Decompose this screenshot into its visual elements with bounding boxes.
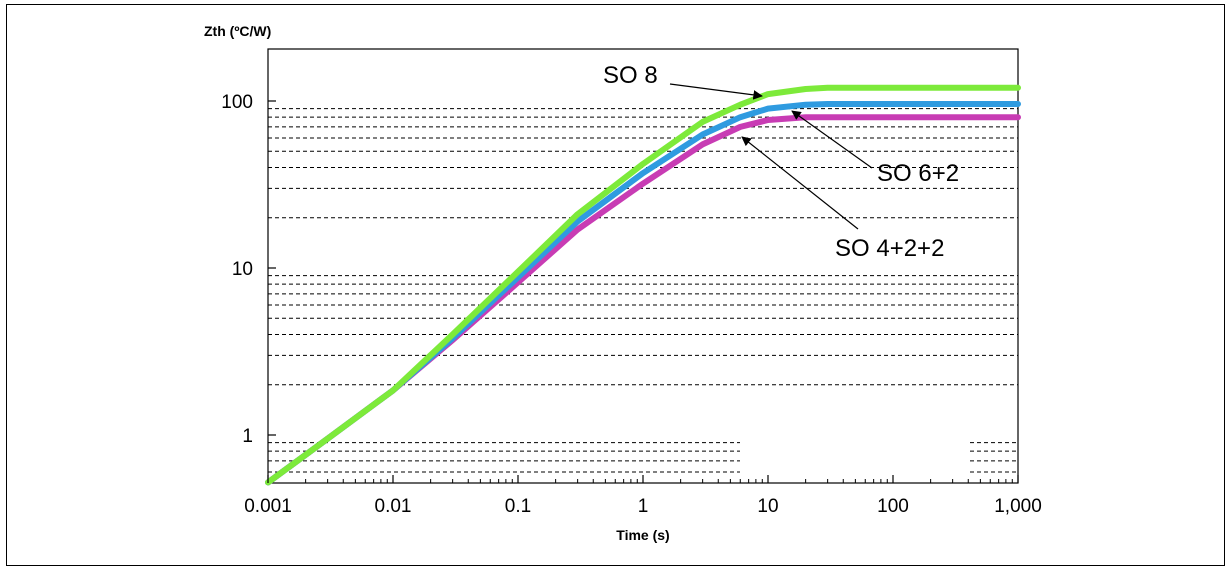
x-tick-label: 10 — [757, 496, 778, 517]
annotation-label: SO 4+2+2 — [835, 235, 944, 262]
y-tick-label: 10 — [232, 259, 253, 280]
axis-ticks: 0.001 0.01 0.1 1 10 100 1,000 1 10 100 — [221, 92, 1041, 517]
x-tick-label: 0.001 — [244, 496, 292, 517]
annotation-label: SO 8 — [603, 62, 658, 89]
chart-frame — [6, 4, 1225, 566]
annotation-label: SO 6+2 — [877, 160, 959, 187]
plot-area-border — [267, 48, 1019, 484]
x-tick-label: 0.1 — [505, 496, 531, 517]
x-tick-label: 1,000 — [994, 496, 1042, 517]
x-tick-label: 100 — [877, 496, 909, 517]
series-layer — [265, 84, 1021, 486]
annotation-arrow — [741, 136, 859, 230]
annotation-arrow — [669, 83, 763, 100]
series-line-so-8 — [265, 84, 1021, 486]
y-tick-label: 1 — [242, 426, 253, 447]
y-axis-label: Zth (ºC/W) — [204, 23, 271, 39]
x-axis-label: Time (s) — [616, 527, 669, 543]
annotation-arrow — [791, 110, 873, 169]
annotations: SO 8 SO 6+2 SO 4+2+2 — [603, 62, 959, 262]
y-tick-label: 100 — [221, 92, 253, 113]
x-tick-label: 1 — [638, 496, 649, 517]
x-tick-label: 0.01 — [375, 496, 412, 517]
